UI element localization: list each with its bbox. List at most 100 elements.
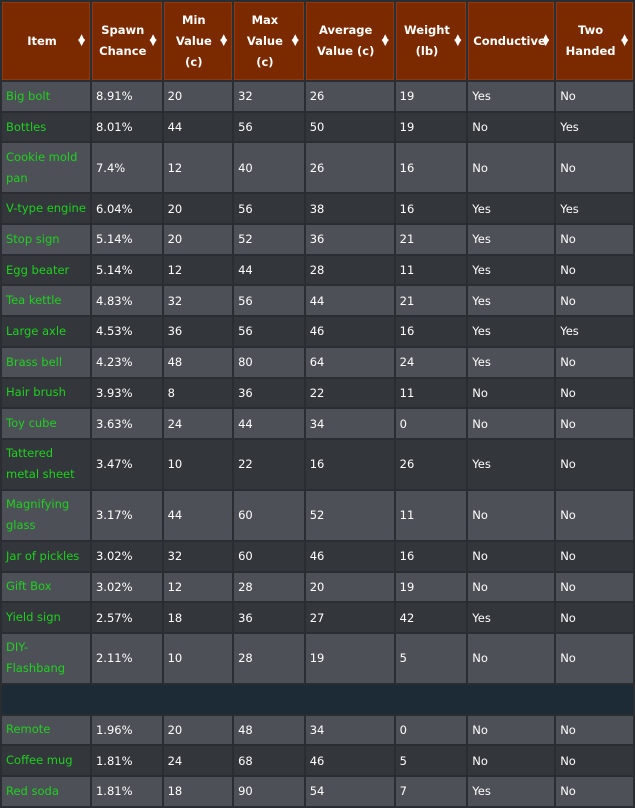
two-handed-cell: No [556, 633, 633, 683]
average-value-cell: 20 [305, 572, 394, 602]
two-handed-cell: No [556, 143, 633, 193]
max-value-cell: 60 [234, 490, 304, 540]
table-row: Red soda 1.81% 18 90 54 7 Yes No [2, 777, 633, 806]
conductive-cell: No [468, 409, 555, 438]
spawn-chance-cell: 4.23% [91, 347, 162, 377]
item-name-cell[interactable]: Hair brush [2, 378, 90, 408]
average-value-cell: 26 [305, 143, 394, 193]
average-value-cell: 22 [305, 378, 394, 408]
spawn-chance-cell: 6.04% [91, 194, 162, 224]
table-row: V-type engine 6.04% 20 56 38 16 Yes Yes [2, 194, 633, 224]
item-name-cell[interactable]: Yield sign [2, 603, 90, 632]
conductive-cell: Yes [468, 317, 555, 346]
item-name-cell[interactable]: Remote [2, 715, 90, 745]
item-name-cell[interactable]: Gift Box [2, 572, 90, 602]
divider-cell [2, 684, 633, 714]
spawn-chance-cell: 1.81% [91, 777, 162, 806]
two-handed-cell: Yes [556, 112, 633, 142]
min-value-cell: 10 [163, 633, 233, 683]
item-name-cell[interactable]: Tattered metal sheet [2, 439, 90, 489]
spawn-chance-cell: 4.83% [91, 286, 162, 316]
item-name-cell[interactable]: Magnifying glass [2, 490, 90, 540]
average-value-cell: 26 [305, 82, 394, 111]
two-handed-cell: No [556, 746, 633, 775]
conductive-cell: Yes [468, 347, 555, 377]
max-value-cell: 68 [234, 746, 304, 775]
column-header-average-value[interactable]: Average Value (c) ▲ ▼ [305, 2, 394, 80]
average-value-cell: 52 [305, 490, 394, 540]
item-name-cell[interactable]: Bottles [2, 112, 90, 142]
max-value-cell: 60 [234, 541, 304, 571]
item-name-cell[interactable]: Red soda [2, 777, 90, 806]
column-header-label: Spawn Chance [99, 23, 147, 58]
sort-arrows-icon[interactable]: ▲ ▼ [454, 33, 462, 48]
table-row: Egg beater 5.14% 12 44 28 11 Yes No [2, 255, 633, 285]
item-name-cell[interactable]: Cookie mold pan [2, 143, 90, 193]
item-name-cell[interactable]: V-type engine [2, 194, 90, 224]
column-header-two-handed[interactable]: Two Handed ▲ ▼ [556, 2, 633, 80]
spawn-chance-cell: 3.02% [91, 541, 162, 571]
item-name-cell[interactable]: Toy cube [2, 409, 90, 438]
two-handed-cell: No [556, 378, 633, 408]
sort-arrows-icon[interactable]: ▲ ▼ [542, 33, 550, 48]
sort-arrows-icon[interactable]: ▲ ▼ [621, 33, 628, 48]
two-handed-cell: Yes [556, 194, 633, 224]
item-name-cell[interactable]: Brass bell [2, 347, 90, 377]
min-value-cell: 44 [163, 112, 233, 142]
column-header-conductive[interactable]: Conductive ▲ ▼ [468, 2, 555, 80]
spawn-chance-cell: 3.47% [91, 439, 162, 489]
item-name-cell[interactable]: Tea kettle [2, 286, 90, 316]
column-header-label: Weight (lb) [404, 23, 450, 58]
item-name-cell[interactable]: Stop sign [2, 225, 90, 254]
weight-cell: 21 [395, 225, 467, 254]
conductive-cell: Yes [468, 225, 555, 254]
average-value-cell: 46 [305, 746, 394, 775]
max-value-cell: 80 [234, 347, 304, 377]
weight-cell: 42 [395, 603, 467, 632]
column-header-weight[interactable]: Weight (lb) ▲ ▼ [395, 2, 467, 80]
column-header-label: Max Value (c) [246, 12, 283, 69]
item-name-cell[interactable]: Jar of pickles [2, 541, 90, 571]
column-header-spawn-chance[interactable]: Spawn Chance ▲ ▼ [91, 2, 162, 80]
table-row: Large axle 4.53% 36 56 46 16 Yes Yes [2, 317, 633, 346]
min-value-cell: 10 [163, 439, 233, 489]
two-handed-cell: No [556, 82, 633, 111]
item-name-cell[interactable]: Big bolt [2, 82, 90, 111]
column-header-max-value[interactable]: Max Value (c) ▲ ▼ [234, 2, 304, 80]
item-name-cell[interactable]: DIY-Flashbang [2, 633, 90, 683]
conductive-cell: Yes [468, 82, 555, 111]
max-value-cell: 36 [234, 603, 304, 632]
min-value-cell: 32 [163, 286, 233, 316]
sort-arrows-icon[interactable]: ▲ ▼ [220, 33, 228, 48]
sort-arrows-icon[interactable]: ▲ ▼ [381, 33, 389, 48]
conductive-cell: Yes [468, 603, 555, 632]
sort-arrows-icon[interactable]: ▲ ▼ [78, 33, 85, 48]
average-value-cell: 28 [305, 255, 394, 285]
column-header-label: Average Value (c) [317, 23, 375, 58]
item-name-cell[interactable]: Large axle [2, 317, 90, 346]
min-value-cell: 48 [163, 347, 233, 377]
conductive-cell: No [468, 143, 555, 193]
conductive-cell: No [468, 541, 555, 571]
two-handed-cell: Yes [556, 317, 633, 346]
column-header-min-value[interactable]: Min Value (c) ▲ ▼ [163, 2, 233, 80]
sort-arrows-icon[interactable]: ▲ ▼ [149, 33, 157, 48]
conductive-cell: No [468, 572, 555, 602]
table-body: Big bolt 8.91% 20 32 26 19 Yes No Bottles 8.01% 44… [2, 82, 633, 806]
max-value-cell: 28 [234, 633, 304, 683]
column-header-label: Item [27, 33, 57, 48]
column-header-item[interactable]: Item ▲ ▼ [2, 2, 90, 80]
sort-arrows-icon[interactable]: ▲ ▼ [291, 33, 299, 48]
table-row: Yield sign 2.57% 18 36 27 42 Yes No [2, 603, 633, 632]
weight-cell: 19 [395, 112, 467, 142]
conductive-cell: Yes [468, 194, 555, 224]
average-value-cell: 36 [305, 225, 394, 254]
item-name-cell[interactable]: Coffee mug [2, 746, 90, 775]
max-value-cell: 48 [234, 715, 304, 745]
spawn-chance-cell: 1.81% [91, 746, 162, 775]
max-value-cell: 32 [234, 82, 304, 111]
two-handed-cell: No [556, 255, 633, 285]
table-row: Tattered metal sheet 3.47% 10 22 16 26 Yes No [2, 439, 633, 489]
max-value-cell: 22 [234, 439, 304, 489]
item-name-cell[interactable]: Egg beater [2, 255, 90, 285]
